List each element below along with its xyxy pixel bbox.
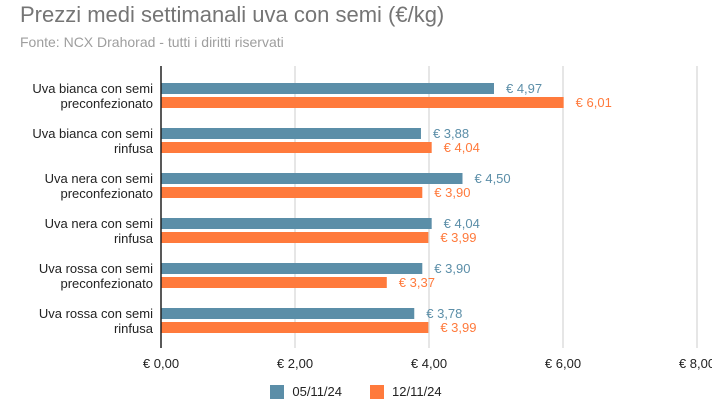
legend-label-series-1: 05/11/24 — [292, 384, 342, 399]
x-tick-label: € 2,00 — [277, 356, 313, 371]
legend-label-series-2: 12/11/24 — [392, 384, 442, 399]
x-tick-label: € 0,00 — [143, 356, 179, 371]
legend-item-series-2: 12/11/24 — [370, 384, 442, 399]
x-tick-label: € 4,00 — [411, 356, 447, 371]
category-label: preconfezionato — [60, 186, 153, 201]
legend-swatch-series-2 — [370, 384, 384, 399]
data-label: € 4,97 — [506, 81, 542, 96]
bar — [161, 308, 415, 319]
category-label: Uva bianca con semi — [32, 126, 153, 141]
bar — [161, 232, 429, 243]
data-label: € 3,99 — [440, 320, 476, 335]
x-tick-label: € 8,00 — [679, 356, 712, 371]
bar — [161, 128, 421, 139]
data-label: € 4,04 — [444, 216, 480, 231]
bar — [161, 173, 463, 184]
category-label: rinfusa — [114, 321, 154, 336]
data-label: € 3,90 — [434, 185, 470, 200]
chart-title: Prezzi medi settimanali uva con semi (€/… — [20, 2, 445, 27]
category-label: Uva nera con semi — [45, 216, 153, 231]
bar — [161, 187, 423, 198]
bar — [161, 142, 432, 153]
chart-subtitle: Fonte: NCX Drahorad - tutti i diritti ri… — [20, 34, 284, 50]
category-label: rinfusa — [114, 231, 154, 246]
category-label: rinfusa — [114, 141, 154, 156]
category-label: preconfezionato — [60, 96, 153, 111]
bar — [161, 83, 494, 94]
chart-legend: 05/11/24 12/11/24 — [0, 384, 712, 399]
category-label: preconfezionato — [60, 276, 153, 291]
bar — [161, 277, 387, 288]
category-label: Uva rossa con semi — [39, 306, 153, 321]
data-label: € 3,99 — [440, 230, 476, 245]
data-label: € 4,04 — [444, 140, 480, 155]
bar — [161, 97, 564, 108]
category-label: Uva nera con semi — [45, 171, 153, 186]
category-label: Uva bianca con semi — [32, 81, 153, 96]
data-label: € 3,90 — [434, 261, 470, 276]
data-label: € 3,78 — [426, 306, 462, 321]
legend-swatch-series-1 — [270, 384, 285, 399]
legend-item-series-1: 05/11/24 — [270, 384, 342, 399]
category-label: Uva rossa con semi — [39, 261, 153, 276]
data-label: € 3,88 — [433, 126, 469, 141]
bar — [161, 263, 423, 274]
data-label: € 6,01 — [576, 95, 612, 110]
x-tick-label: € 6,00 — [545, 356, 581, 371]
data-label: € 4,50 — [475, 171, 511, 186]
bar — [161, 322, 429, 333]
data-label: € 3,37 — [399, 275, 435, 290]
bar — [161, 218, 432, 229]
